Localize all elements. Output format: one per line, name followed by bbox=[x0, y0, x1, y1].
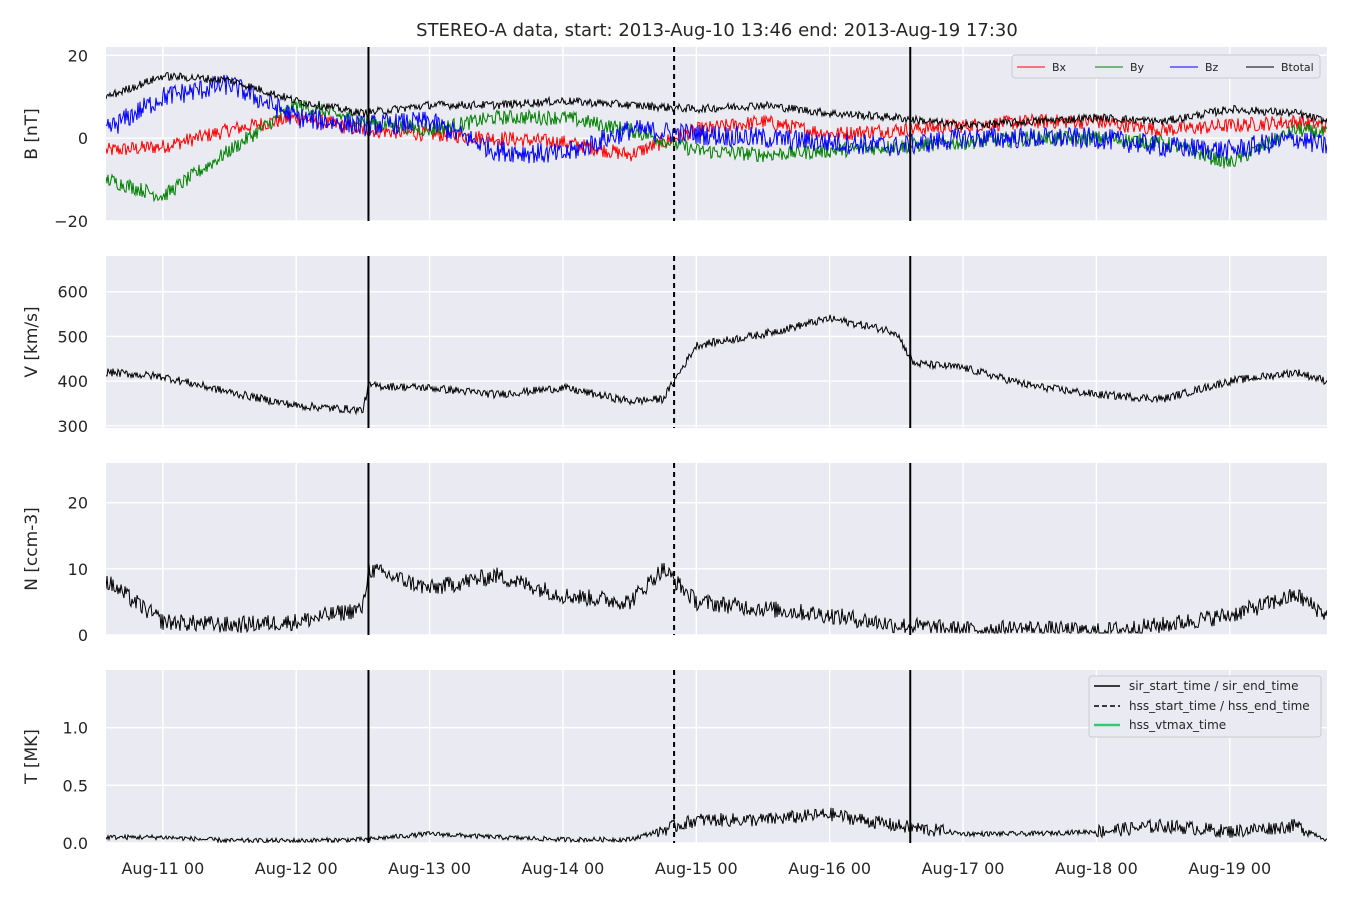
series-group-V bbox=[106, 314, 1327, 416]
series-bx-line bbox=[106, 112, 1327, 162]
x-tick-label: Aug-17 00 bbox=[922, 859, 1005, 878]
y-tick-label: 500 bbox=[57, 327, 88, 346]
legend-btotal-label: Btotal bbox=[1281, 61, 1314, 74]
legend-by-label: By bbox=[1130, 61, 1145, 74]
x-tick-label: Aug-12 00 bbox=[255, 859, 338, 878]
x-tick-label: Aug-19 00 bbox=[1188, 859, 1271, 878]
panel-V: 600 500 400 300 V [km/s] bbox=[22, 256, 1327, 436]
legend-t-label: sir_start_time / sir_end_time bbox=[1129, 679, 1299, 693]
legend-b: Bx By Bz Btotal bbox=[1011, 54, 1321, 79]
legend-t-label: hss_vtmax_time bbox=[1129, 718, 1226, 732]
y-axis-label: V [km/s] bbox=[22, 306, 42, 377]
x-tick-label: Aug-13 00 bbox=[388, 859, 471, 878]
x-tick-label: Aug-16 00 bbox=[788, 859, 871, 878]
y-tick-label: −20 bbox=[54, 212, 88, 231]
x-tick-label: Aug-15 00 bbox=[655, 859, 738, 878]
panel-T: 1.0 0.5 0.0 T [MK] Aug-11 00 Aug-12 00 Aug-13 … bbox=[22, 670, 1327, 878]
panel-N: 20 10 0 N [ccm-3] bbox=[22, 463, 1327, 645]
y-tick-label: 0 bbox=[78, 626, 88, 645]
x-tick-label: Aug-11 00 bbox=[121, 859, 204, 878]
y-tick-label: 300 bbox=[57, 417, 88, 436]
figure-title: STEREO-A data, start: 2013-Aug-10 13:46 … bbox=[416, 20, 1018, 41]
y-tick-label: 400 bbox=[57, 372, 88, 391]
y-tick-label: 0 bbox=[78, 129, 88, 148]
y-tick-label: 0.5 bbox=[63, 776, 88, 795]
legend-t-label: hss_start_time / hss_end_time bbox=[1129, 699, 1310, 713]
series-n-line bbox=[106, 562, 1327, 635]
y-axis-label: T [MK] bbox=[22, 729, 42, 785]
y-axis-label: B [nT] bbox=[22, 108, 42, 160]
series-v-line bbox=[106, 314, 1327, 416]
y-axis-label: N [ccm-3] bbox=[22, 507, 42, 591]
y-tick-label: 0.0 bbox=[63, 834, 88, 853]
series-btotal-line bbox=[106, 71, 1327, 130]
series-group-B bbox=[106, 71, 1327, 203]
legend-bz-label: Bz bbox=[1205, 61, 1219, 74]
y-tick-label: 600 bbox=[57, 283, 88, 302]
y-tick-label: 10 bbox=[68, 560, 88, 579]
y-tick-label: 20 bbox=[68, 46, 88, 65]
series-bz-line bbox=[106, 74, 1327, 164]
x-tick-label: Aug-14 00 bbox=[522, 859, 605, 878]
legend-t: sir_start_time / sir_end_time hss_start_t… bbox=[1088, 675, 1322, 738]
y-tick-label: 1.0 bbox=[63, 719, 88, 738]
series-t-line bbox=[106, 807, 1327, 843]
series-group-T bbox=[106, 807, 1327, 843]
legend-bx-label: Bx bbox=[1052, 61, 1067, 74]
legend-t-box bbox=[1088, 675, 1322, 738]
series-group-N bbox=[106, 562, 1327, 635]
legend-b-box bbox=[1011, 54, 1321, 79]
x-tick-label: Aug-18 00 bbox=[1055, 859, 1138, 878]
y-tick-label: 20 bbox=[68, 494, 88, 513]
